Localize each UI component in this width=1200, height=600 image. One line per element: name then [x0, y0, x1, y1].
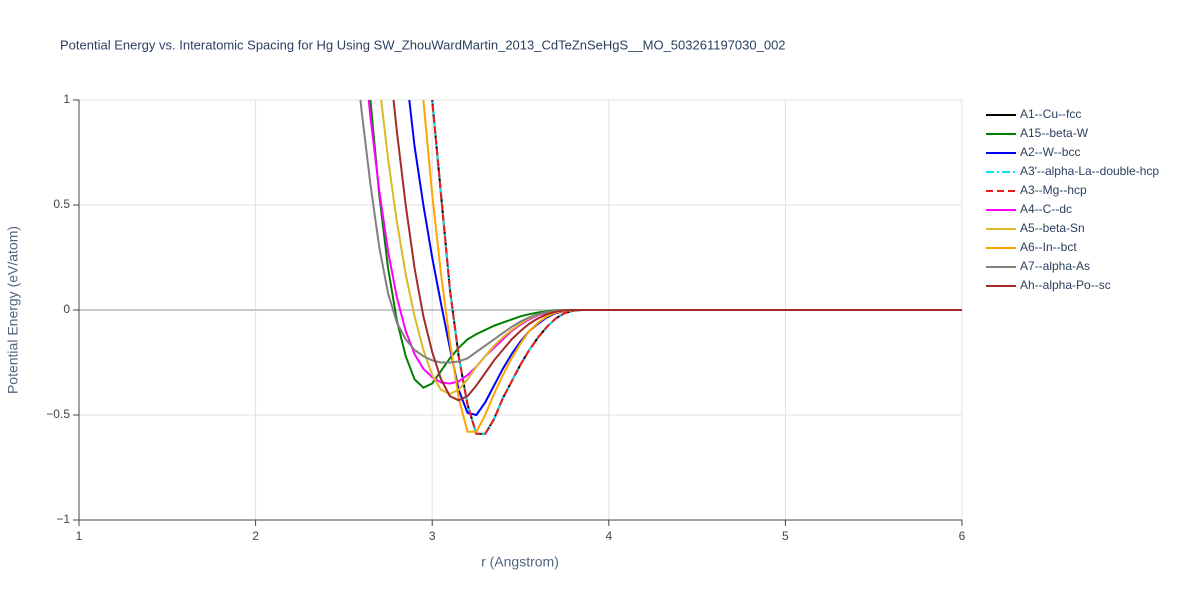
y-axis-title: Potential Energy (eV/atom) — [5, 226, 21, 394]
axes: 1 2 3 4 5 6 −1 −0.5 0 0.5 1 — [46, 92, 965, 543]
x-axis-title: r (Angstrom) — [481, 554, 559, 570]
legend-label: A5--beta-Sn — [1020, 221, 1085, 235]
y-tick-label: 1 — [63, 92, 70, 106]
y-tick-label: −0.5 — [46, 407, 70, 421]
x-tick-label: 6 — [959, 529, 966, 543]
series-line — [392, 100, 962, 402]
series-line — [367, 100, 962, 385]
legend-label: A4--C--dc — [1020, 202, 1072, 216]
series-line — [369, 100, 962, 389]
legend-label: Ah--alpha-Po--sc — [1020, 278, 1111, 292]
legend-label: A2--W--bcc — [1020, 145, 1080, 159]
x-tick-label: 3 — [429, 529, 436, 543]
plot-area — [359, 100, 962, 435]
series-line — [422, 100, 962, 433]
chart-title: Potential Energy vs. Interatomic Spacing… — [60, 37, 786, 52]
series-line — [359, 100, 962, 364]
legend-label: A7--alpha-As — [1020, 259, 1090, 273]
legend-label: A6--In--bct — [1020, 240, 1077, 254]
legend-label: A3--Mg--hcp — [1020, 183, 1087, 197]
x-tick-label: 4 — [605, 529, 612, 543]
series-line — [431, 100, 962, 435]
series-line — [380, 100, 962, 395]
series-line — [431, 100, 962, 435]
series-line — [408, 100, 962, 416]
y-tick-label: 0 — [63, 302, 70, 316]
y-tick-label: 0.5 — [53, 197, 70, 211]
legend: A1--Cu--fcc A15--beta-W A2--W--bcc A3'--alp… — [986, 107, 1159, 292]
x-tick-label: 2 — [252, 529, 259, 543]
x-tick-label: 1 — [76, 529, 83, 543]
series-line — [431, 100, 962, 435]
x-tick-label: 5 — [782, 529, 789, 543]
legend-label: A3'--alpha-La--double-hcp — [1020, 164, 1159, 178]
y-tick-label: −1 — [56, 512, 70, 526]
legend-label: A1--Cu--fcc — [1020, 107, 1081, 121]
legend-label: A15--beta-W — [1020, 126, 1089, 140]
